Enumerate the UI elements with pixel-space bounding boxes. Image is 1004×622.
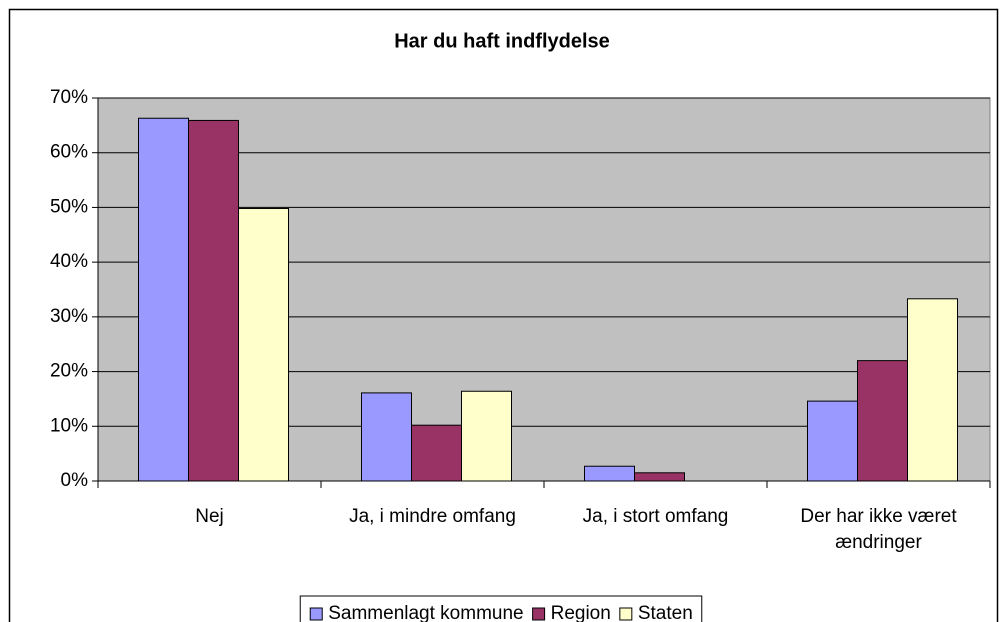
bar <box>361 392 412 482</box>
legend-label: Staten <box>638 603 693 622</box>
bar <box>807 400 858 482</box>
y-tick-label: 10% <box>50 415 88 436</box>
y-tick-label: 20% <box>50 361 88 382</box>
legend-label: Region <box>551 603 611 622</box>
bar <box>238 208 289 482</box>
bar <box>411 424 462 482</box>
x-tick-label: Der har ikke været ændringer <box>800 506 957 553</box>
y-tick-label: 0% <box>61 470 89 491</box>
legend-swatch <box>532 607 546 621</box>
legend-box <box>299 595 703 622</box>
y-tick-label: 70% <box>50 87 88 108</box>
bar <box>634 472 685 482</box>
y-tick-label: 50% <box>50 196 88 217</box>
bar <box>461 390 512 482</box>
y-tick-label: 60% <box>50 142 88 163</box>
x-tick-label: Ja, i mindre omfang <box>349 506 516 527</box>
y-tick-label: 30% <box>50 306 88 327</box>
bar <box>188 119 239 482</box>
bar <box>907 298 958 482</box>
bar <box>584 465 635 482</box>
legend-swatch <box>619 607 633 621</box>
x-tick-label: Ja, i stort omfang <box>582 506 729 527</box>
bar <box>138 117 189 482</box>
bar <box>857 360 908 482</box>
y-tick-label: 40% <box>50 251 88 272</box>
legend-swatch <box>309 607 323 621</box>
x-tick-label: Nej <box>195 506 224 527</box>
chart-title: Har du haft indflydelse <box>394 30 610 52</box>
legend-label: Sammenlagt kommune <box>328 603 523 622</box>
